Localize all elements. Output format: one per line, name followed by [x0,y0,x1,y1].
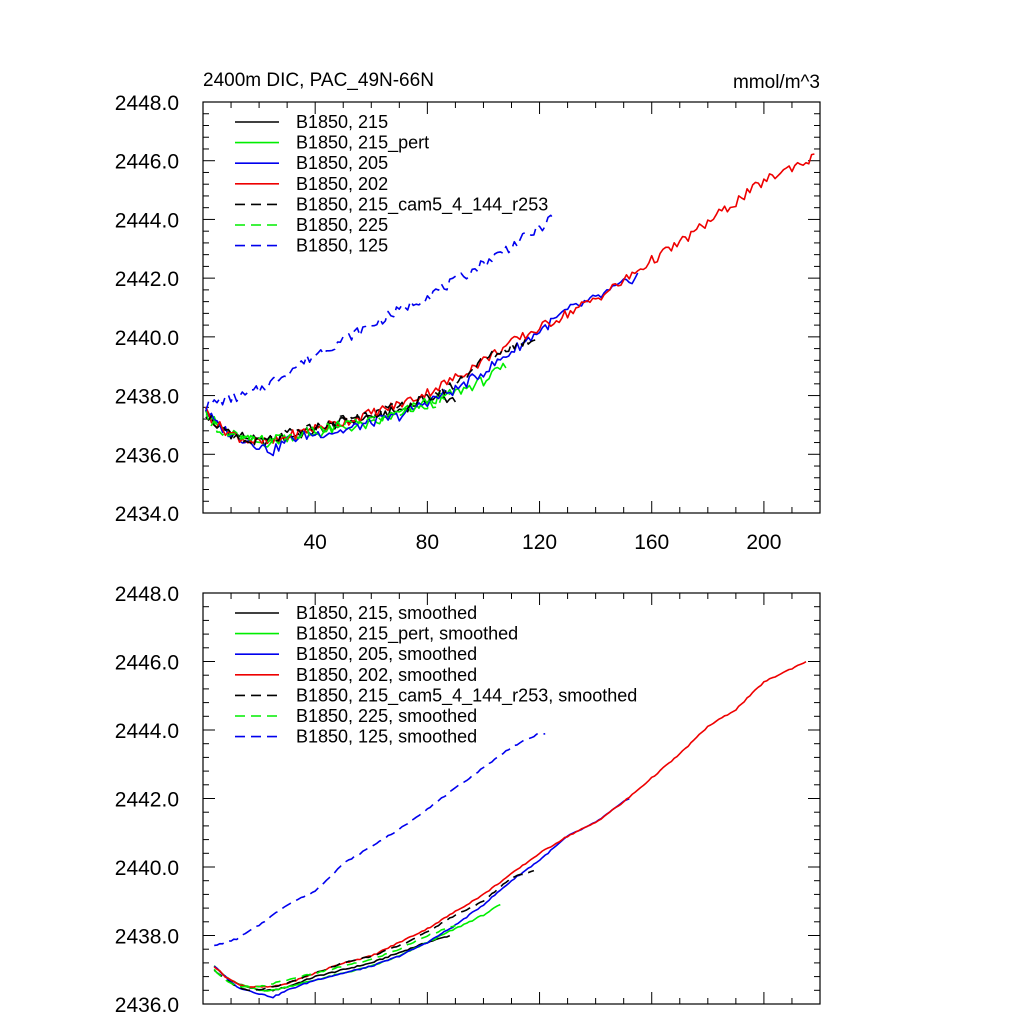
series-line [205,393,451,445]
series-line [214,732,546,947]
units-label: mmol/m^3 [733,72,820,93]
chart-title: 2400m DIC, PAC_49N-66N [203,70,434,91]
series-line [205,394,457,447]
legend-label: B1850, 205 [296,153,388,173]
legend-label: B1850, 125, smoothed [296,727,477,747]
legend-label: B1850, 202 [296,174,388,194]
y-tick-label: 2442.0 [115,268,179,291]
legend-label: B1850, 202, smoothed [296,665,477,685]
y-tick-label: 2434.0 [115,503,179,526]
legend-label: B1850, 205, smoothed [296,644,477,664]
legend-label: B1850, 215, smoothed [296,603,477,623]
x-tick-label: 200 [746,531,781,554]
y-tick-label: 2444.0 [115,209,179,232]
series-line [205,272,639,457]
legend-label: B1850, 215_cam5_4_144_r253, smoothed [296,685,637,706]
y-tick-label: 2436.0 [115,994,179,1017]
y-tick-label: 2448.0 [115,92,179,115]
y-tick-label: 2446.0 [115,652,179,675]
y-tick-label: 2438.0 [115,926,179,949]
legend-label: B1850, 225, smoothed [296,706,477,726]
series-group [213,661,807,999]
y-tick-label: 2438.0 [115,386,179,409]
legend-label: B1850, 125 [296,236,388,256]
y-tick-label: 2442.0 [115,789,179,812]
panel-bottom: 2436.0 2438.0 2440.0 2442.0 2444.0 2446.0 2448… [115,583,821,1017]
y-tick-label: 2436.0 [115,444,179,467]
series-line [205,153,815,445]
y-tick-label: 2446.0 [115,151,179,174]
x-tick-label: 40 [304,531,327,554]
legend-label: B1850, 225 [296,215,388,235]
legend-label: B1850, 215_pert [296,133,429,154]
y-tick-label: 2448.0 [115,583,179,606]
series-line [213,934,451,992]
y-tick-label: 2440.0 [115,857,179,880]
series-line [213,903,501,992]
x-tick-label: 160 [634,531,669,554]
legend-label: B1850, 215 [296,112,388,132]
series-line [205,337,540,449]
series-group [205,153,815,457]
series-line [213,924,456,988]
series-line [213,661,807,989]
series-line [205,214,555,412]
panel-top: 2400m DIC, PAC_49N-66N mmol/m^3 40 80 120 1… [115,70,821,554]
legend-label: B1850, 215_cam5_4_144_r253 [296,194,548,215]
series-line [213,798,630,999]
x-tick-label: 80 [416,531,439,554]
x-tick-label: 120 [522,531,557,554]
series-line [213,869,535,992]
y-tick-label: 2444.0 [115,720,179,743]
y-tick-label: 2440.0 [115,327,179,350]
legend-label: B1850, 215_pert, smoothed [296,624,518,645]
